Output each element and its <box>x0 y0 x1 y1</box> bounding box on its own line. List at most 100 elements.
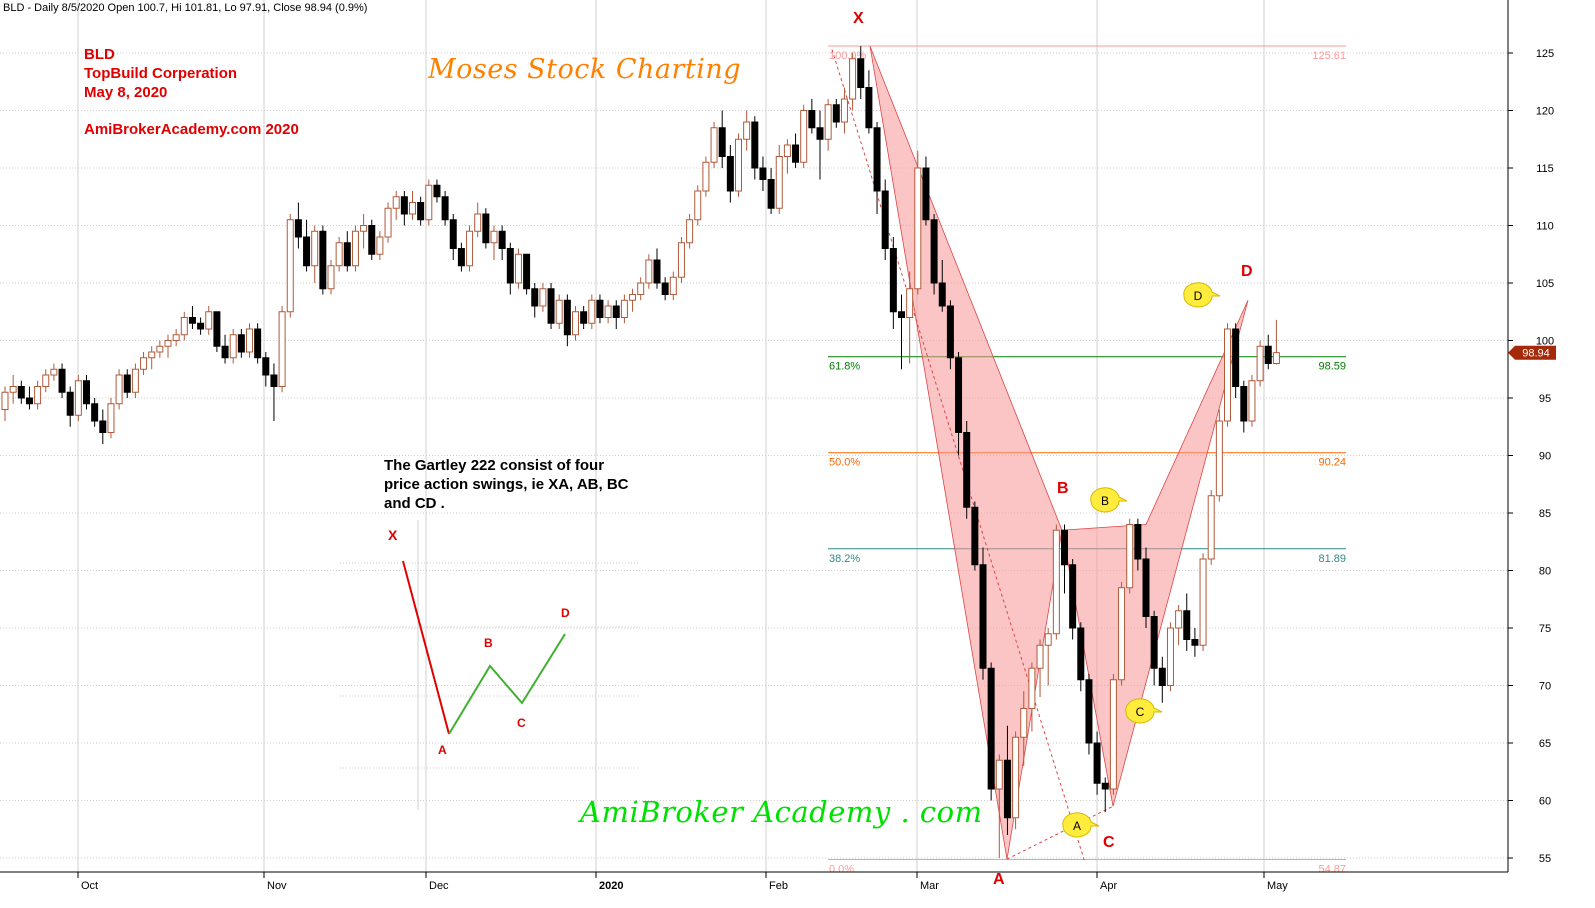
candle-body <box>914 167 922 290</box>
company-label: TopBuild Corperation <box>84 65 238 82</box>
candle-body <box>539 288 547 307</box>
candle-body <box>1003 759 1011 819</box>
candle-body <box>433 184 441 198</box>
fib-percent-label: 61.8% <box>829 361 860 373</box>
pattern-label-a: A <box>993 871 1005 888</box>
candle-body <box>254 328 262 359</box>
fib-percent-label: 38.2% <box>829 553 860 565</box>
candle-body <box>1012 736 1020 819</box>
y-tick-label: 90 <box>1539 451 1551 463</box>
candle-body <box>17 386 25 399</box>
candle-body <box>645 259 653 284</box>
fib-value-label: 98.59 <box>1318 361 1346 373</box>
candle-body <box>1142 558 1150 617</box>
candle-body <box>74 380 82 416</box>
pattern-label-d: D <box>1241 263 1253 280</box>
candle-body <box>1028 667 1036 709</box>
candle-body <box>620 299 628 318</box>
candle-body <box>490 230 498 244</box>
pattern-label-x: X <box>853 10 864 27</box>
candle-body <box>898 311 905 318</box>
callout-bubble <box>1183 282 1221 308</box>
candle-body <box>1272 352 1280 365</box>
candle-body <box>840 98 848 123</box>
y-tick-label: 60 <box>1539 796 1551 808</box>
y-tick-label: 125 <box>1536 48 1554 60</box>
candle-body <box>759 167 767 180</box>
candle-body <box>1248 380 1256 422</box>
candle-body <box>1134 524 1142 560</box>
fib-percent-label: 100.0% <box>829 50 867 62</box>
candle-body <box>1150 616 1158 669</box>
candle-body <box>523 253 531 290</box>
candle-body <box>767 179 775 209</box>
fib-value-label: 125.61 <box>1312 50 1346 62</box>
candle-body <box>1077 627 1085 681</box>
y-tick-label: 95 <box>1539 393 1551 405</box>
candle-body <box>971 506 979 566</box>
candles <box>1 46 1280 858</box>
candle-body <box>808 110 816 129</box>
explanation-text: The Gartley 222 consist of four price ac… <box>384 457 629 512</box>
candle-body <box>237 334 245 353</box>
candle-body <box>58 368 66 393</box>
candle-body <box>441 196 449 221</box>
candle-body <box>694 190 702 221</box>
candle-body <box>686 219 694 244</box>
x-tick-label: Apr <box>1100 880 1117 892</box>
y-tick-label: 65 <box>1539 738 1551 750</box>
candle-body <box>669 276 677 295</box>
candle-body <box>1052 529 1060 635</box>
y-tick-label: 120 <box>1536 106 1554 118</box>
x-tick-label: Oct <box>81 880 98 892</box>
candle-body <box>718 127 726 157</box>
candle-body <box>66 391 74 416</box>
candle-body <box>498 230 506 249</box>
watermark-bottom: AmiBroker Academy . com <box>580 795 983 829</box>
candle-body <box>25 397 33 405</box>
candle-body <box>1085 679 1093 744</box>
candle-body <box>1 391 9 410</box>
gartley-pattern <box>831 45 1249 863</box>
candle-body <box>1224 328 1231 422</box>
candle-body <box>629 294 637 301</box>
candle-body <box>319 230 327 290</box>
x-tick-label: Feb <box>769 880 788 892</box>
candle-body <box>213 311 221 347</box>
candle-body <box>368 225 376 255</box>
fib-percent-label: 50.0% <box>829 457 860 469</box>
candle-body <box>384 207 392 238</box>
candle-body <box>987 667 995 790</box>
candle-body <box>335 242 343 267</box>
callout-label: B <box>1101 494 1109 508</box>
y-tick-label: 75 <box>1539 623 1551 635</box>
candle-body <box>963 432 971 508</box>
candle-body <box>1183 610 1191 640</box>
chart-header: BLD - Daily 8/5/2020 Open 100.7, Hi 101.… <box>3 2 368 14</box>
candle-body <box>164 340 172 347</box>
candle-body <box>604 305 612 318</box>
candle-body <box>1109 679 1117 790</box>
candle-body <box>637 282 645 295</box>
candle-body <box>148 351 156 359</box>
candle-body <box>246 328 253 353</box>
candle-body <box>172 334 180 341</box>
candle-body <box>278 311 286 387</box>
pattern-diagonal-xd <box>831 49 1086 863</box>
pattern-diagonal-ac <box>1006 805 1114 860</box>
y-tick-label: 85 <box>1539 508 1551 520</box>
candle-body <box>91 403 99 422</box>
candle-body <box>140 357 148 370</box>
candle-body <box>906 288 914 318</box>
candle-body <box>482 213 490 244</box>
x-tick-label: May <box>1267 880 1288 892</box>
y-tick-label: 55 <box>1539 853 1551 865</box>
candle-body <box>1207 495 1215 560</box>
candle-body <box>930 219 938 284</box>
candle-body <box>1191 639 1199 646</box>
candle-body <box>115 374 123 405</box>
candle-body <box>1036 644 1044 669</box>
candle-body <box>221 345 229 359</box>
candle-body <box>938 282 946 307</box>
